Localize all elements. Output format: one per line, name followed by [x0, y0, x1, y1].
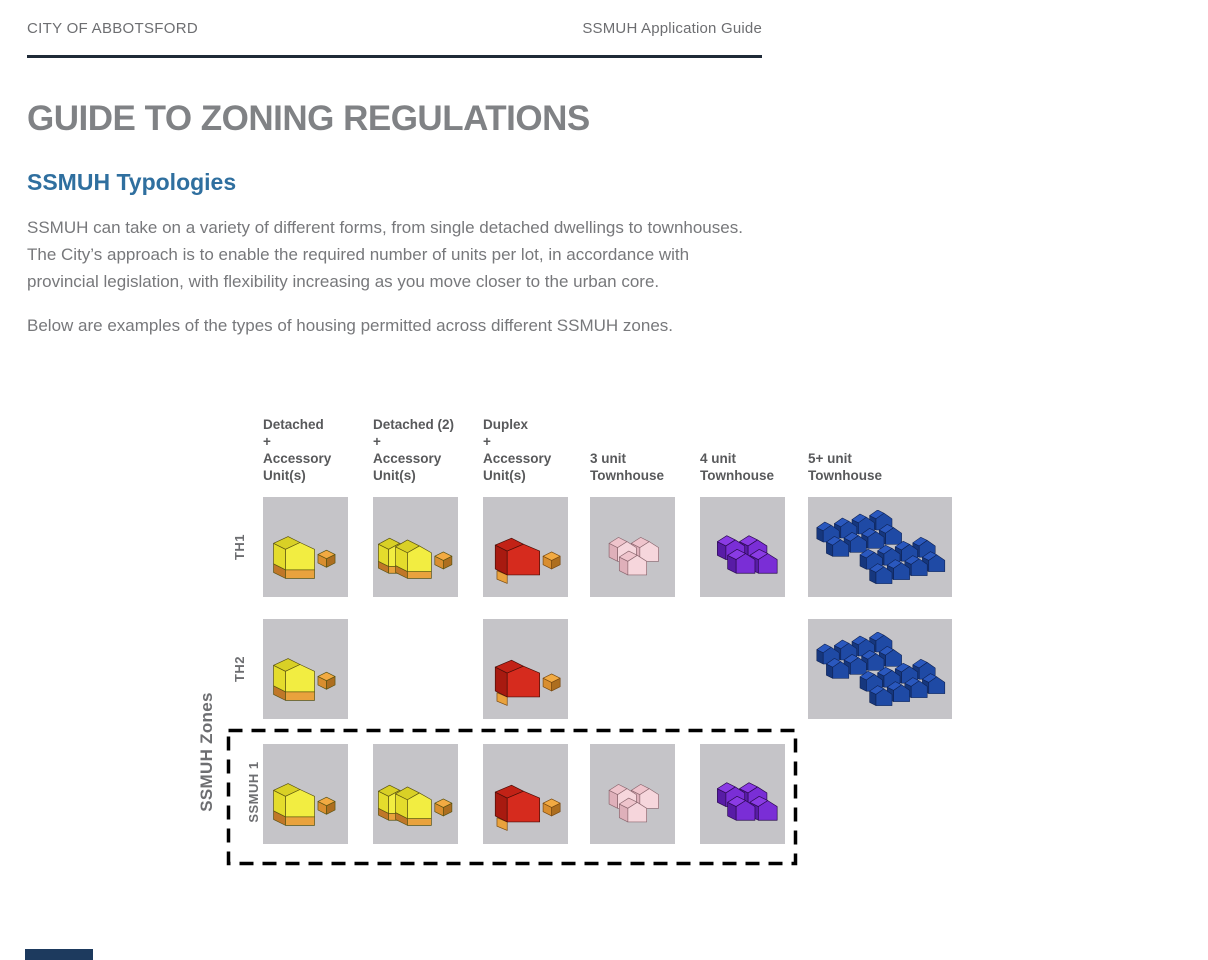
intro-paragraph: SSMUH can take on a variety of different… [27, 218, 743, 291]
cell-th1-townhouse5plus [808, 497, 952, 597]
column-header-townhouse4: 4 unit Townhouse [700, 451, 774, 483]
duplex-illustration [494, 659, 561, 706]
townhouse5plus-illustration [812, 510, 948, 590]
detached-illustration [272, 535, 335, 579]
cell-ssmuh1-detached [263, 744, 348, 844]
cell-ssmuh1-townhouse3 [590, 744, 675, 844]
header-right-text: SSMUH Application Guide [582, 20, 762, 37]
cell-th2-townhouse5plus [808, 619, 952, 719]
cell-ssmuh1-detached2 [373, 744, 458, 844]
cell-th1-townhouse4 [700, 497, 785, 597]
cell-ssmuh1-duplex [483, 744, 568, 844]
cell-th1-detached2 [373, 497, 458, 597]
section-heading: SSMUH Typologies [27, 169, 237, 195]
townhouse4-illustration [702, 522, 784, 590]
cell-ssmuh1-townhouse4 [700, 744, 785, 844]
row-label-th2: TH2 [231, 655, 247, 683]
column-header-detached2: Detached (2) + Accessory Unit(s) [373, 417, 455, 483]
header-rule [27, 55, 762, 58]
header-left-text: CITY OF ABBOTSFORD [27, 20, 198, 37]
page-title: GUIDE TO ZONING REGULATIONS [27, 99, 590, 138]
axis-label-ssmuh-zones: SSMUH Zones [197, 692, 216, 812]
cell-th1-townhouse3 [590, 497, 675, 597]
cell-th2-duplex [483, 619, 568, 719]
detached2-illustration [377, 537, 452, 579]
townhouse3-illustration [592, 522, 674, 590]
cell-th1-duplex [483, 497, 568, 597]
column-header-townhouse5plus: 5+ unit Townhouse [808, 451, 882, 483]
detached-illustration [272, 657, 335, 701]
row-label-th1: TH1 [231, 533, 247, 561]
cell-th1-detached [263, 497, 348, 597]
duplex-illustration [494, 537, 561, 584]
column-header-detached: Detached + Accessory Unit(s) [263, 417, 332, 483]
column-header-duplex: Duplex + Accessory Unit(s) [483, 417, 552, 483]
cell-th2-detached [263, 619, 348, 719]
page-footer-accent [25, 949, 93, 960]
examples-paragraph: Below are examples of the types of housi… [27, 316, 674, 335]
ssmuh1-highlight-border [226, 728, 798, 866]
column-header-townhouse3: 3 unit Townhouse [590, 451, 664, 483]
townhouse5plus-illustration [812, 632, 948, 712]
